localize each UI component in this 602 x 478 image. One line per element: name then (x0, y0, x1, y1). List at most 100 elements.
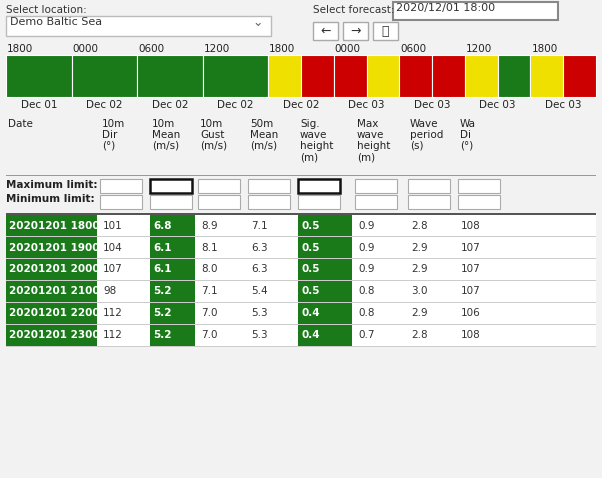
Text: 107: 107 (461, 264, 481, 274)
Text: ⌄: ⌄ (253, 15, 263, 29)
Text: 8.9: 8.9 (201, 220, 218, 230)
Bar (198, 179, 240, 193)
Text: 104: 104 (103, 242, 123, 252)
Bar (6, 346, 596, 347)
Text: 106: 106 (461, 308, 481, 318)
Text: Max: Max (357, 119, 379, 129)
Bar (248, 179, 290, 193)
Bar (301, 55, 334, 97)
Text: 107: 107 (461, 242, 481, 252)
Text: 6.8: 6.8 (153, 220, 172, 230)
Bar (203, 55, 268, 97)
Text: 50m: 50m (250, 119, 273, 129)
Text: 101: 101 (103, 220, 123, 230)
Text: 0.4: 0.4 (301, 308, 320, 318)
Text: 20201201 1800: 20201201 1800 (9, 220, 99, 230)
Text: Select location:: Select location: (6, 5, 87, 15)
Bar (408, 179, 450, 193)
Bar (198, 195, 240, 209)
Bar (6, 259, 97, 280)
Text: 0.8: 0.8 (358, 286, 374, 296)
Text: Date: Date (8, 119, 33, 129)
Text: Dec 02: Dec 02 (283, 100, 319, 110)
Text: 7.1: 7.1 (251, 220, 268, 230)
Bar (6, 259, 596, 280)
Text: →: → (350, 24, 361, 37)
Text: (m/s): (m/s) (250, 141, 277, 151)
Text: 112: 112 (103, 330, 123, 340)
Text: 6.3: 6.3 (251, 242, 268, 252)
Text: Mean: Mean (152, 130, 180, 140)
Text: wave: wave (300, 130, 327, 140)
Text: Dec 02: Dec 02 (152, 100, 188, 110)
Text: 10m: 10m (152, 119, 175, 129)
Text: 107: 107 (461, 286, 481, 296)
Bar (298, 281, 352, 302)
Text: Di: Di (460, 130, 471, 140)
Bar (373, 22, 398, 40)
Text: height: height (300, 141, 334, 151)
Bar (6, 258, 596, 259)
Text: 10m: 10m (102, 119, 125, 129)
Text: Wave: Wave (410, 119, 438, 129)
Bar (298, 195, 340, 209)
Text: Dec 02: Dec 02 (217, 100, 253, 110)
Text: 0600: 0600 (138, 44, 164, 54)
Bar (6, 213, 596, 215)
Bar (334, 55, 367, 97)
Bar (432, 55, 465, 97)
Text: 2.9: 2.9 (411, 264, 427, 274)
Text: 112: 112 (103, 308, 123, 318)
Bar (100, 179, 142, 193)
Text: 1.2: 1.2 (301, 180, 318, 190)
Bar (313, 22, 338, 40)
Bar (6, 215, 97, 236)
Text: (s): (s) (410, 141, 423, 151)
Text: 108: 108 (461, 220, 481, 230)
Text: 2.8: 2.8 (411, 220, 427, 230)
Text: 20201201 2200: 20201201 2200 (9, 308, 99, 318)
Text: ←: ← (320, 24, 330, 37)
Text: 6.1: 6.1 (153, 264, 172, 274)
Text: 1200: 1200 (203, 44, 230, 54)
Bar (367, 55, 399, 97)
Text: Wa: Wa (460, 119, 476, 129)
Bar (298, 259, 352, 280)
Text: ⏭: ⏭ (382, 24, 389, 37)
Text: Maximum limit:: Maximum limit: (6, 180, 98, 190)
Bar (298, 179, 340, 193)
Bar (150, 303, 195, 324)
Text: 0.7: 0.7 (358, 330, 374, 340)
Bar (6, 303, 97, 324)
Text: 7.0: 7.0 (201, 330, 217, 340)
Text: Minimum limit:: Minimum limit: (6, 194, 95, 204)
Text: 0.9: 0.9 (358, 220, 374, 230)
Text: 3.0: 3.0 (411, 286, 427, 296)
Bar (465, 55, 498, 97)
Text: 0.9: 0.9 (358, 242, 374, 252)
Text: 2.9: 2.9 (411, 308, 427, 318)
Text: 2020/12/01 18:00: 2020/12/01 18:00 (396, 3, 495, 13)
Text: 5.3: 5.3 (251, 330, 268, 340)
Bar (458, 195, 500, 209)
Text: 2.8: 2.8 (411, 330, 427, 340)
Bar (6, 236, 596, 237)
Text: (°): (°) (102, 141, 115, 151)
Bar (72, 55, 137, 97)
Bar (6, 280, 596, 281)
Bar (355, 195, 397, 209)
Text: 2.9: 2.9 (411, 242, 427, 252)
Text: 7.1: 7.1 (201, 286, 218, 296)
Text: wave: wave (357, 130, 384, 140)
Bar (268, 55, 301, 97)
Text: 10: 10 (153, 180, 166, 190)
Bar (150, 259, 195, 280)
Text: (m): (m) (357, 152, 375, 162)
Text: 20201201 2000: 20201201 2000 (9, 264, 99, 274)
Text: Mean: Mean (250, 130, 278, 140)
Bar (6, 237, 596, 258)
Bar (408, 195, 450, 209)
Bar (498, 55, 530, 97)
Bar (150, 237, 195, 258)
Text: 5.2: 5.2 (153, 308, 172, 318)
